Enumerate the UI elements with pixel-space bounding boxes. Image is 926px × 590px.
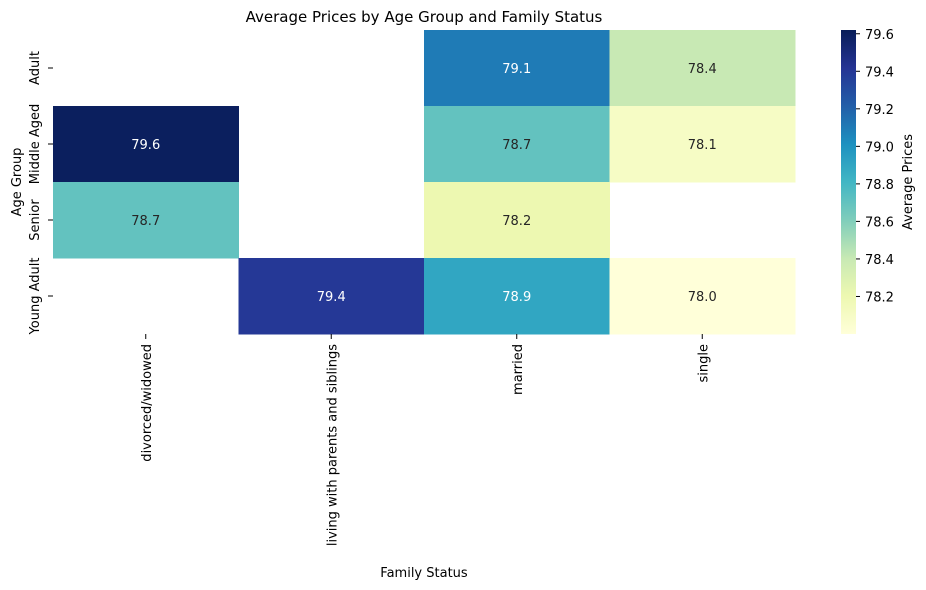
chart-title: Average Prices by Age Group and Family S… bbox=[246, 8, 603, 26]
cell-value-label: 79.6 bbox=[131, 138, 160, 153]
colorbar-tick-label: 78.8 bbox=[865, 178, 894, 193]
heatmap-cell bbox=[424, 182, 610, 259]
heatmap-cell bbox=[609, 258, 796, 335]
heatmap-cell bbox=[53, 182, 239, 259]
colorbar-tick-label: 78.2 bbox=[865, 290, 894, 305]
heatmap-cell bbox=[609, 30, 796, 107]
y-tick-label: Young Adult bbox=[28, 258, 43, 336]
cell-value-label: 78.9 bbox=[502, 290, 531, 305]
colorbar-tick-label: 79.6 bbox=[865, 28, 894, 43]
cell-value-label: 78.7 bbox=[502, 138, 531, 153]
x-axis: divorced/widowed living with parents and … bbox=[140, 334, 711, 546]
heatmap-cell bbox=[609, 106, 796, 183]
colorbar-ticks: 78.2 78.4 78.6 78.8 79.0 79.2 79.4 79.6 bbox=[856, 28, 894, 305]
x-axis-label: Family Status bbox=[380, 566, 468, 581]
heatmap-cell bbox=[424, 258, 610, 335]
colorbar-tick-label: 79.2 bbox=[865, 103, 894, 118]
colorbar-tick-label: 79.0 bbox=[865, 140, 894, 155]
x-tick-label: married bbox=[511, 344, 526, 395]
x-tick-label: single bbox=[696, 344, 711, 383]
heatmap-cell bbox=[238, 258, 425, 335]
y-axis: Adult Middle Aged Senior Young Adult bbox=[28, 51, 53, 335]
cell-value-label: 78.1 bbox=[688, 138, 717, 153]
colorbar-tick-label: 78.4 bbox=[865, 253, 894, 268]
heatmap-cell bbox=[53, 106, 239, 183]
y-tick-label: Adult bbox=[28, 51, 43, 85]
y-tick-label: Senior bbox=[28, 199, 43, 241]
y-axis-label: Age Group bbox=[10, 148, 25, 217]
cell-value-label: 78.0 bbox=[688, 290, 717, 305]
x-tick-label: living with parents and siblings bbox=[325, 344, 340, 546]
cell-value-label: 79.1 bbox=[502, 62, 531, 77]
heatmap-cells bbox=[53, 30, 796, 335]
heatmap-cell bbox=[424, 106, 610, 183]
cell-value-label: 79.4 bbox=[317, 290, 346, 305]
cell-value-label: 78.4 bbox=[688, 62, 717, 77]
y-tick-label: Middle Aged bbox=[28, 104, 43, 184]
colorbar bbox=[841, 30, 856, 334]
colorbar-tick-label: 79.4 bbox=[865, 65, 894, 80]
colorbar-label: Average Prices bbox=[901, 134, 916, 230]
cell-value-label: 78.2 bbox=[502, 214, 531, 229]
x-tick-label: divorced/widowed bbox=[140, 344, 155, 462]
cell-value-labels: 79.1 78.4 79.6 78.7 78.1 78.7 78.2 79.4 78.9 78.0 bbox=[131, 62, 716, 305]
heatmap-cell bbox=[424, 30, 610, 107]
colorbar-tick-label: 78.6 bbox=[865, 215, 894, 230]
cell-value-label: 78.7 bbox=[131, 214, 160, 229]
